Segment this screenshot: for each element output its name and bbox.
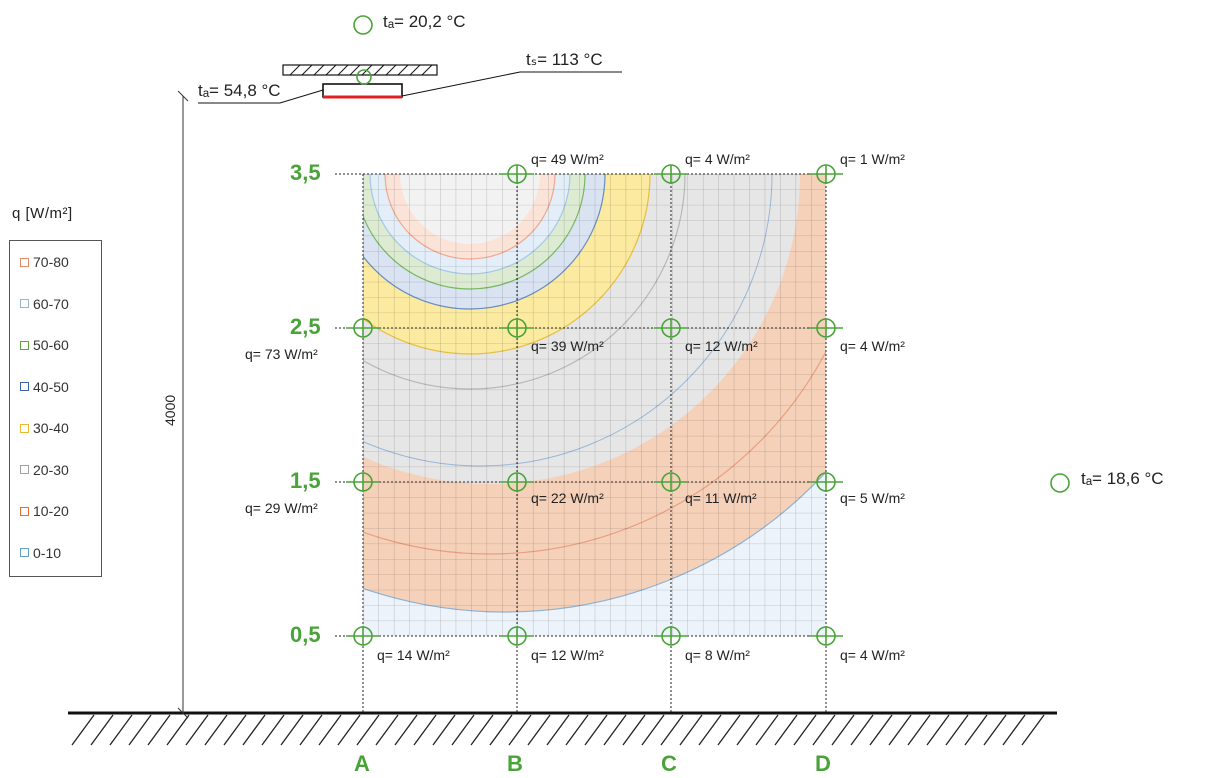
legend-item: 70-80 <box>20 254 69 270</box>
q-value-label: q= 4 W/m² <box>840 338 905 354</box>
legend-label: 10-20 <box>33 503 69 519</box>
height-dimension: 4000 <box>162 394 178 426</box>
legend <box>9 240 102 577</box>
legend-item: 30-40 <box>20 420 69 436</box>
measurement-point <box>500 472 534 492</box>
legend-swatch <box>20 548 29 557</box>
q-value-label: q= 39 W/m² <box>531 338 604 354</box>
measurement-point <box>654 318 688 338</box>
legend-label: 40-50 <box>33 378 69 395</box>
legend-swatch <box>20 299 29 308</box>
legend-swatch <box>20 465 29 474</box>
measurement-point <box>500 626 534 646</box>
legend-swatch <box>20 382 29 391</box>
legend-swatch <box>20 506 29 516</box>
ta-right-point <box>1050 473 1070 493</box>
measurement-point <box>809 318 843 338</box>
q-value-label: q= 12 W/m² <box>685 338 758 354</box>
measurement-point <box>500 164 534 184</box>
column-label-c: C <box>661 751 677 776</box>
legend-title: q [W/m²] <box>12 205 73 222</box>
q-value-label: q= 5 W/m² <box>840 490 905 506</box>
legend-label: 20-30 <box>33 461 69 478</box>
grid-lines <box>335 173 827 713</box>
q-value-label: q= 73 W/m² <box>245 346 318 362</box>
legend-label: 70-80 <box>33 254 69 270</box>
legend-label: 30-40 <box>33 420 69 436</box>
legend-label: 0-10 <box>33 544 62 561</box>
q-value-label: q= 12 W/m² <box>531 647 604 663</box>
ts-label: tₛ= 113 °C <box>526 50 603 69</box>
row-label-3-5: 3,5 <box>290 160 321 185</box>
legend-swatch <box>20 340 29 350</box>
measurement-point <box>654 164 688 184</box>
row-label-1-5: 1,5 <box>290 468 321 493</box>
measurement-point <box>809 472 843 492</box>
heat-zones <box>363 174 826 636</box>
legend-item: 20-30 <box>20 462 69 478</box>
row-label-2-5: 2,5 <box>290 314 321 339</box>
q-value-label: q= 22 W/m² <box>531 490 604 506</box>
ground <box>68 711 1057 746</box>
measurement-point <box>346 626 380 646</box>
radiant-heater <box>198 64 622 104</box>
legend-item: 10-20 <box>20 503 69 519</box>
legend-swatch <box>20 423 29 433</box>
q-value-label: q= 11 W/m² <box>685 490 757 506</box>
legend-item: 40-50 <box>20 379 69 395</box>
ta-top-point <box>353 15 373 35</box>
ta-right-label: tₐ= 18,6 °C <box>1081 469 1164 488</box>
measurement-point <box>809 626 843 646</box>
q-value-label: q= 8 W/m² <box>685 647 750 663</box>
column-label-d: D <box>815 751 831 776</box>
legend-item: 50-60 <box>20 337 69 353</box>
measurement-point <box>346 472 380 492</box>
measurement-point <box>654 472 688 492</box>
measurement-points <box>346 164 843 646</box>
measurement-point <box>809 164 843 184</box>
column-label-b: B <box>507 751 523 776</box>
ta-top-label: tₐ= 20,2 °C <box>383 12 466 31</box>
q-value-label: q= 14 W/m² <box>377 647 450 663</box>
dimension-line <box>177 90 189 719</box>
measurement-point <box>500 318 534 338</box>
legend-label: 60-70 <box>33 295 69 312</box>
row-label-0-5: 0,5 <box>290 622 321 647</box>
q-value-label: q= 49 W/m² <box>531 151 604 167</box>
q-value-label: q= 4 W/m² <box>685 151 750 167</box>
column-label-a: A <box>354 751 370 776</box>
measurement-point <box>346 318 380 338</box>
measurement-point <box>654 626 688 646</box>
legend-label: 50-60 <box>33 337 69 353</box>
legend-item: 60-70 <box>20 296 69 312</box>
ta-left-label: tₐ= 54,8 °C <box>198 81 281 100</box>
q-value-label: q= 4 W/m² <box>840 647 905 663</box>
legend-swatch <box>20 257 29 267</box>
q-value-label: q= 1 W/m² <box>840 151 905 167</box>
legend-item: 0-10 <box>20 545 61 561</box>
q-value-label: q= 29 W/m² <box>245 500 318 516</box>
